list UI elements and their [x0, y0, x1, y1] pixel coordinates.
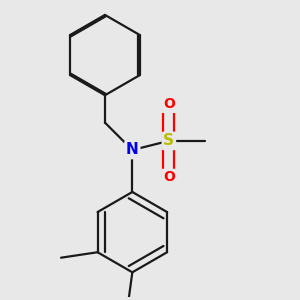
Text: N: N — [126, 142, 139, 158]
Text: O: O — [163, 170, 175, 184]
Text: O: O — [163, 98, 175, 111]
Text: S: S — [163, 134, 174, 148]
